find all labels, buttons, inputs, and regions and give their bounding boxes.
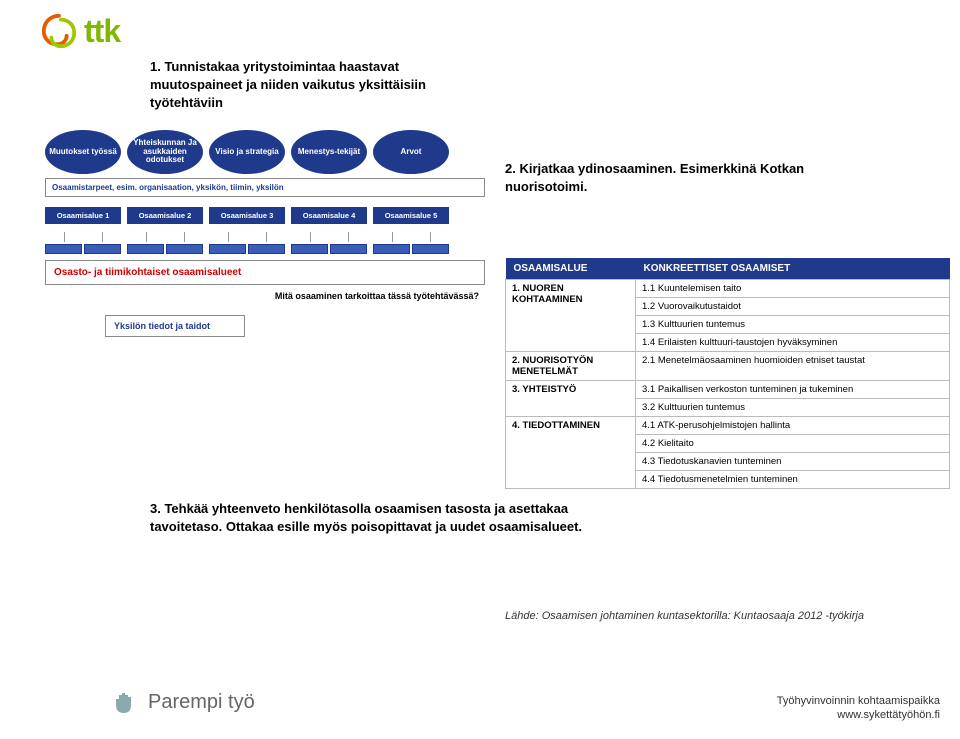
footer-site: www.sykettätyöhön.fi bbox=[777, 709, 940, 721]
footer-title: Työhyvinvoinnin kohtaamispaikka bbox=[777, 695, 940, 707]
step-2-text: 2. Kirjatkaa ydinosaaminen. Esimerkkinä … bbox=[505, 160, 805, 196]
source-text: Lähde: Osaamisen johtaminen kuntasektori… bbox=[505, 610, 885, 622]
logo-swirl-icon bbox=[40, 12, 78, 50]
table-item-cell: 3.2 Kulttuurien tuntemus bbox=[636, 399, 950, 417]
individual-box: Yksilön tiedot ja taidot bbox=[105, 315, 245, 337]
oval-row: Muutokset työssä Yhteiskunnan Ja asukkai… bbox=[45, 130, 485, 174]
table-item-cell: 1.2 Vuorovaikutustaidot bbox=[636, 298, 950, 316]
area-boxes-row: Osaamisalue 1 Osaamisalue 2 Osaamisalue … bbox=[45, 207, 485, 224]
table-category-cell: 2. NUORISOTYÖN MENETELMÄT bbox=[506, 352, 636, 381]
table-category-cell: 3. YHTEISTYÖ bbox=[506, 381, 636, 417]
table-item-cell: 4.4 Tiedotusmenetelmien tunteminen bbox=[636, 471, 950, 489]
table-row: 3. YHTEISTYÖ3.1 Paikallisen verkoston tu… bbox=[506, 381, 950, 399]
footer-logo: Parempi työ bbox=[110, 687, 255, 717]
area-box-5: Osaamisalue 5 bbox=[373, 207, 449, 224]
oval-5: Arvot bbox=[373, 130, 449, 174]
table-category-cell: 1. NUOREN KOHTAAMINEN bbox=[506, 280, 636, 352]
footer-brand: Parempi työ bbox=[148, 691, 255, 714]
competence-needs-row: Osaamistarpeet, esim. organisaation, yks… bbox=[45, 178, 485, 197]
step-1-text: 1. Tunnistakaa yritystoimintaa haastavat… bbox=[150, 58, 490, 113]
logo-text: ttk bbox=[84, 13, 120, 50]
logo: ttk bbox=[40, 12, 120, 50]
area-box-3: Osaamisalue 3 bbox=[209, 207, 285, 224]
table-row: 1. NUOREN KOHTAAMINEN1.1 Kuuntelemisen t… bbox=[506, 280, 950, 298]
oval-3: Visio ja strategia bbox=[209, 130, 285, 174]
oval-1: Muutokset työssä bbox=[45, 130, 121, 174]
table-item-cell: 1.3 Kulttuurien tuntemus bbox=[636, 316, 950, 334]
table-item-cell: 3.1 Paikallisen verkoston tunteminen ja … bbox=[636, 381, 950, 399]
connector-row bbox=[45, 232, 485, 242]
team-competence-box: Osasto- ja tiimikohtaiset osaamisalueet bbox=[45, 260, 485, 285]
step-3-text: 3. Tehkää yhteenveto henkilötasolla osaa… bbox=[150, 500, 590, 536]
table-category-cell: 4. TIEDOTTAMINEN bbox=[506, 417, 636, 489]
blue-bars-row bbox=[45, 244, 485, 254]
table-header-concrete: KONKREETTISET OSAAMISET bbox=[636, 258, 950, 280]
table-item-cell: 2.1 Menetelmäosaaminen huomioiden etnise… bbox=[636, 352, 950, 381]
table-item-cell: 4.1 ATK-perusohjelmistojen hallinta bbox=[636, 417, 950, 435]
competence-diagram: Muutokset työssä Yhteiskunnan Ja asukkai… bbox=[45, 130, 485, 337]
competence-table: OSAAMISALUE KONKREETTISET OSAAMISET 1. N… bbox=[505, 258, 950, 489]
oval-4: Menestys-tekijät bbox=[291, 130, 367, 174]
table-header-area: OSAAMISALUE bbox=[506, 258, 636, 280]
table-item-cell: 1.4 Erilaisten kulttuuri-taustojen hyväk… bbox=[636, 334, 950, 352]
oval-2: Yhteiskunnan Ja asukkaiden odotukset bbox=[127, 130, 203, 174]
table-item-cell: 1.1 Kuuntelemisen taito bbox=[636, 280, 950, 298]
question-text: Mitä osaaminen tarkoittaa tässä työtehtä… bbox=[45, 291, 479, 301]
area-box-2: Osaamisalue 2 bbox=[127, 207, 203, 224]
area-box-1: Osaamisalue 1 bbox=[45, 207, 121, 224]
table-item-cell: 4.2 Kielitaito bbox=[636, 435, 950, 453]
table-item-cell: 4.3 Tiedotuskanavien tunteminen bbox=[636, 453, 950, 471]
area-box-4: Osaamisalue 4 bbox=[291, 207, 367, 224]
table-row: 2. NUORISOTYÖN MENETELMÄT2.1 Menetelmäos… bbox=[506, 352, 950, 381]
footer-right: Työhyvinvoinnin kohtaamispaikka www.syke… bbox=[777, 695, 940, 721]
table-row: 4. TIEDOTTAMINEN4.1 ATK-perusohjelmistoj… bbox=[506, 417, 950, 435]
hand-icon bbox=[110, 687, 140, 717]
